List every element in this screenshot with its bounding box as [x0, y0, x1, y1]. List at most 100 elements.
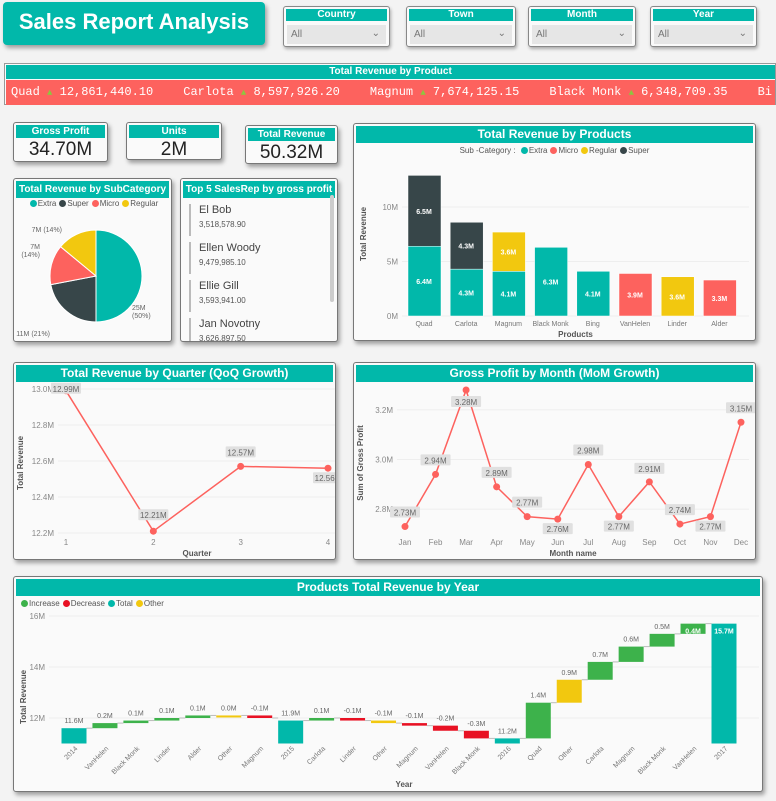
- chevron-down-icon: ⌄: [738, 28, 747, 39]
- waterfall-bar-decrease: [463, 730, 489, 739]
- salesrep-value: 3,518,578.90: [199, 220, 246, 229]
- y-tick-label: 14M: [29, 663, 45, 672]
- x-tick-label: Magnum: [495, 321, 522, 328]
- list-item[interactable]: Jan Novotny 3,626,897.50: [189, 318, 337, 342]
- data-label: 3.15M: [730, 404, 753, 413]
- chevron-down-icon: ⌄: [617, 28, 626, 39]
- pie-slice-regular: [59, 229, 97, 278]
- x-axis-title: Quarter: [183, 549, 212, 558]
- data-point: [493, 483, 501, 491]
- country-slicer[interactable]: Country All ⌄: [283, 6, 390, 47]
- town-slicer[interactable]: Town All ⌄: [406, 6, 516, 47]
- legend-dot-icon: [520, 147, 528, 154]
- legend-dot-icon: [29, 200, 37, 207]
- waterfall-bar-other: [371, 720, 397, 724]
- revenue-by-products-chart: 0M 5M 10M Total Revenue Products 6.4M 6.5M Quad…: [359, 175, 749, 339]
- data-point: [523, 513, 531, 521]
- data-label-background: [573, 444, 604, 456]
- chart-title: Total Revenue by SubCategory: [16, 181, 169, 198]
- town-dropdown[interactable]: All ⌄: [410, 25, 512, 44]
- list-scrollbar[interactable]: [330, 195, 334, 302]
- waterfall-bar-increase: [587, 661, 613, 680]
- x-tick-label: Jan: [399, 538, 412, 547]
- bar-data-label: 0.1M: [128, 711, 144, 718]
- kpi-label: Total Revenue: [248, 128, 335, 141]
- bar-data-label: 1.4M: [531, 693, 547, 700]
- bar-data-label: -0.1M: [344, 708, 362, 715]
- kpi-units: Units 2M: [126, 122, 222, 160]
- x-tick-label: Linder: [667, 321, 687, 328]
- pie-data-label: 7M: [30, 244, 40, 251]
- month-dropdown[interactable]: All ⌄: [532, 25, 632, 44]
- x-tick-label: Apr: [490, 538, 503, 547]
- chevron-down-icon: ⌄: [497, 28, 506, 39]
- data-point: [706, 513, 714, 521]
- kpi-value: 50.32M: [259, 142, 324, 163]
- legend-label: Super: [628, 146, 650, 155]
- salesrep-list[interactable]: El Bob 3,518,578.90 Ellen Woody 9,479,985.1…: [181, 204, 337, 342]
- slicer-label: Year: [653, 9, 754, 21]
- data-point: [737, 418, 745, 426]
- kpi-label: Units: [129, 125, 219, 138]
- x-tick-label: Magnum: [241, 745, 265, 769]
- salesrep-value: 3,626,897.50: [199, 334, 246, 342]
- month-slicer[interactable]: Month All ⌄: [528, 6, 636, 47]
- pie-data-label: (14%): [21, 252, 40, 259]
- x-tick-label: 3: [238, 538, 243, 547]
- legend-label: Increase: [29, 599, 60, 608]
- x-tick-label: Sep: [642, 538, 657, 547]
- triangle-up-icon: ▲: [240, 88, 247, 98]
- list-item[interactable]: Ellie Gill 3,593,941.00: [189, 280, 337, 312]
- bar-data-label: 4.1M: [501, 292, 517, 299]
- y-tick-label: 3.0M: [375, 456, 393, 465]
- waterfall-bar-increase: [618, 646, 644, 662]
- data-label: 3.28M: [455, 398, 478, 407]
- ticker-item[interactable]: Black Monk ▲ 6,348,709.35: [549, 80, 727, 105]
- data-label: 12.57M: [227, 448, 254, 457]
- data-point: [432, 470, 440, 478]
- x-tick-label: VanHelen: [672, 745, 698, 771]
- chevron-down-icon: ⌄: [371, 28, 380, 39]
- dropdown-value: All: [658, 29, 670, 40]
- x-tick-label: Magnum: [612, 745, 636, 769]
- year-slicer[interactable]: Year All ⌄: [650, 6, 757, 47]
- ticker-item[interactable]: Quad ▲ 12,861,440.10: [11, 80, 153, 105]
- gross-profit-by-month-chart: 2.8M 3.0M 3.2M Sum of Gross Profit Month nam…: [356, 386, 755, 558]
- chart-title: Total Revenue by Quarter (QoQ Growth): [16, 365, 333, 382]
- data-label: 2.73M: [394, 509, 417, 518]
- bar-data-label: 0.1M: [159, 708, 175, 715]
- bar-data-label: 0.2M: [97, 713, 113, 720]
- legend-dot-icon: [21, 600, 28, 607]
- ticker-item[interactable]: Magnum ▲ 7,674,125.15: [370, 80, 519, 105]
- y-tick-label: 13.0M: [32, 385, 55, 394]
- x-tick-label: VanHelen: [84, 745, 110, 771]
- x-tick-label: May: [520, 538, 535, 547]
- country-dropdown[interactable]: All ⌄: [287, 25, 386, 44]
- x-tick-label: Black Monk: [451, 745, 482, 776]
- data-label: 2.77M: [699, 523, 722, 532]
- x-tick-label: Other: [372, 745, 390, 763]
- list-item[interactable]: Ellen Woody 9,479,985.10: [189, 242, 337, 274]
- y-tick-label: 12.8M: [32, 421, 55, 430]
- salesrep-name: Ellen Woody: [199, 242, 261, 254]
- x-tick-label: Mar: [459, 538, 473, 547]
- x-tick-label: Jun: [551, 538, 564, 547]
- ticker-item[interactable]: Carlota ▲ 8,597,926.20: [183, 80, 340, 105]
- legend-label: Super: [67, 199, 89, 208]
- legend-label: Micro: [558, 146, 579, 155]
- legend-label: Total: [115, 599, 133, 608]
- ticker-value: 7,674,125.15: [425, 85, 520, 99]
- x-tick-label: Magnum: [396, 745, 420, 769]
- x-tick-label: Carlota: [306, 745, 327, 766]
- list-item[interactable]: El Bob 3,518,578.90: [189, 204, 337, 236]
- ticker-item[interactable]: Bi: [758, 80, 772, 105]
- waterfall-bar-increase: [185, 715, 211, 718]
- x-tick-label: VanHelen: [425, 745, 451, 771]
- bar-segment: [534, 247, 568, 317]
- bar-segment: [449, 222, 484, 270]
- legend-dot-icon: [62, 600, 70, 607]
- legend-dot-icon: [107, 600, 115, 607]
- product-revenue-ticker: Total Revenue by Product Quad ▲ 12,861,4…: [4, 63, 776, 105]
- year-dropdown[interactable]: All ⌄: [654, 25, 753, 44]
- salesrep-name: Jan Novotny: [199, 318, 261, 330]
